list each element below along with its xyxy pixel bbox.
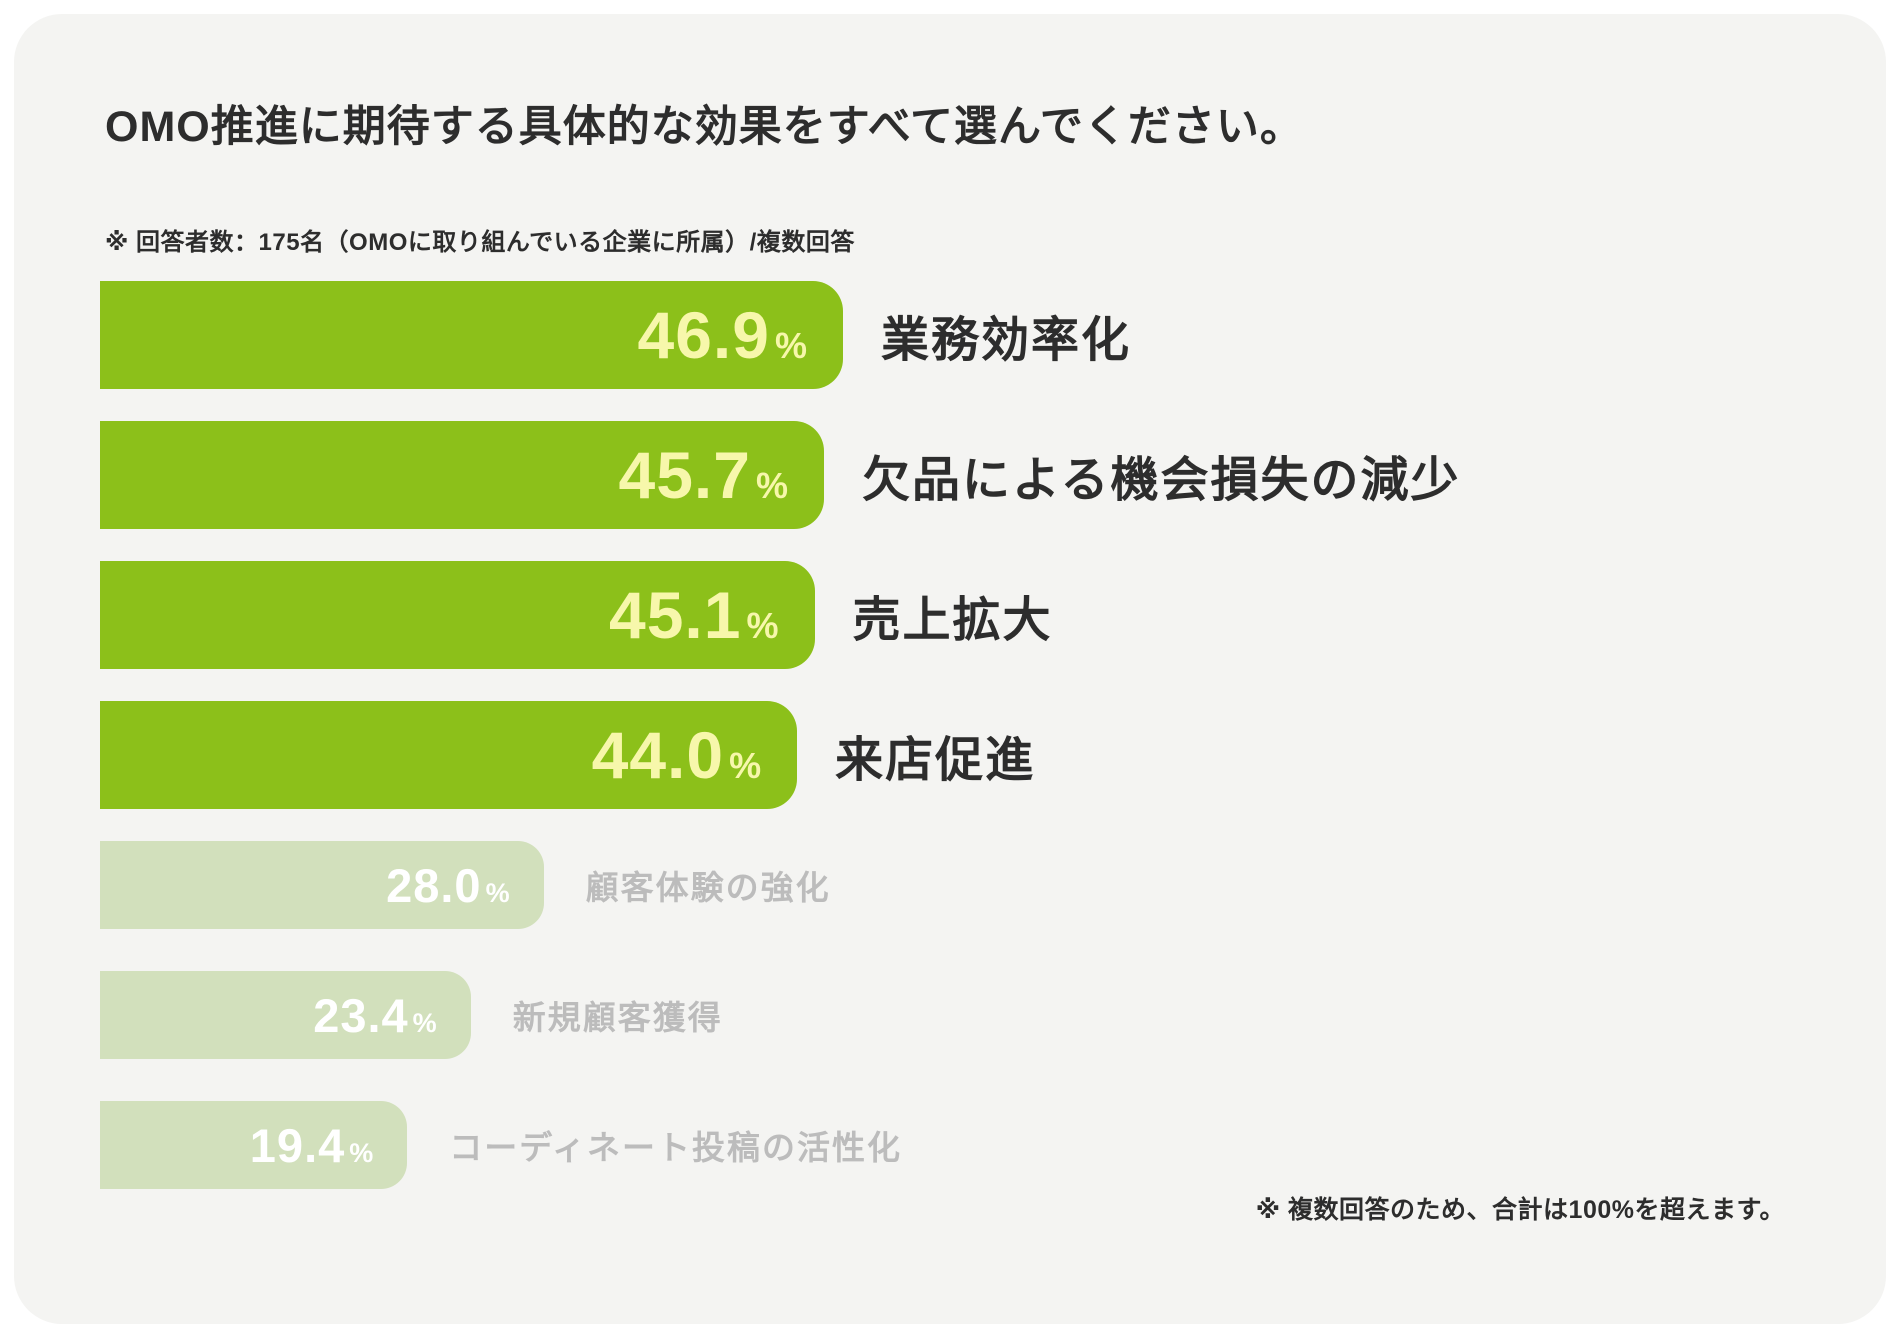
bar-label: 売上拡大 (852, 594, 1053, 647)
bar-value: 19.4 (249, 1118, 346, 1172)
percent-sign: % (755, 465, 788, 506)
bar-value-group: 28.0% (386, 862, 510, 909)
bar-value: 45.1 (609, 578, 742, 652)
bar-value-group: 45.7% (619, 442, 788, 508)
bar-value-group: 23.4% (313, 992, 437, 1039)
percent-sign: % (485, 877, 510, 908)
bar-fill: 23.4% (100, 971, 471, 1059)
bar-label: コーディネート投稿の活性化 (449, 1129, 902, 1166)
bar-row: 23.4% 新規顧客獲得 (100, 971, 1800, 1059)
percent-sign: % (774, 325, 807, 366)
bar-value: 28.0 (386, 858, 482, 912)
chart-title: OMO推進に期待する具体的な効果をすべて選んでください。 (105, 103, 1304, 151)
bar-fill: 45.7% (100, 421, 824, 529)
bar-fill: 45.1% (100, 561, 815, 669)
bar-label: 来店促進 (835, 734, 1036, 787)
percent-sign: % (412, 1007, 437, 1038)
bar-label: 欠品による機会損失の減少 (862, 454, 1461, 507)
bar-label: 新規顧客獲得 (512, 999, 723, 1036)
bar-fill: 28.0% (100, 841, 544, 929)
bar-value-group: 19.4% (250, 1122, 374, 1169)
bar-value-group: 45.1% (609, 582, 778, 648)
percent-sign: % (729, 745, 762, 786)
bar-value-group: 44.0% (592, 722, 761, 788)
bar-fill: 19.4% (100, 1101, 408, 1189)
bar-row: 28.0% 顧客体験の強化 (100, 841, 1800, 929)
bar-row: 44.0% 来店促進 (100, 701, 1800, 809)
bar-row: 19.4% コーディネート投稿の活性化 (100, 1101, 1800, 1189)
bar-value: 46.9 (637, 298, 770, 372)
bar-label: 業務効率化 (881, 314, 1132, 367)
bar-row: 46.9% 業務効率化 (100, 281, 1800, 389)
bar-fill: 44.0% (100, 701, 798, 809)
bar-value: 44.0 (591, 718, 725, 792)
respondents-note: ※ 回答者数：175名（OMOに取り組んでいる企業に所属）/複数回答 (105, 229, 855, 256)
bar-value: 45.7 (618, 438, 751, 512)
bar-fill: 46.9% (100, 281, 843, 389)
multiple-answers-note: ※ 複数回答のため、合計は100%を超えます。 (1255, 1196, 1785, 1224)
percent-sign: % (349, 1137, 374, 1168)
percent-sign: % (746, 605, 779, 646)
bar-chart: 46.9% 業務効率化 45.7% 欠品による機会損失の減少 45.1% 売上拡… (100, 281, 1800, 1231)
bar-value-group: 46.9% (638, 302, 807, 368)
bar-value: 23.4 (313, 988, 409, 1042)
bar-row: 45.7% 欠品による機会損失の減少 (100, 421, 1800, 529)
bar-label: 顧客体験の強化 (585, 869, 831, 906)
bar-row: 45.1% 売上拡大 (100, 561, 1800, 669)
